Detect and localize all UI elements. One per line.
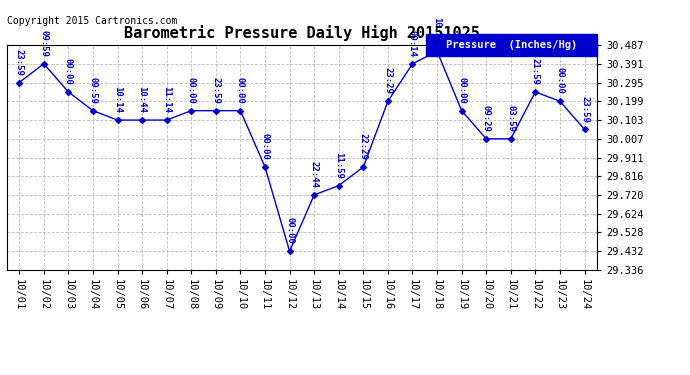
- Text: 10:14: 10:14: [113, 86, 122, 113]
- Text: 23:59: 23:59: [14, 49, 23, 76]
- Text: 22:44: 22:44: [310, 161, 319, 188]
- Text: 09:14: 09:14: [408, 30, 417, 57]
- Text: 00:00: 00:00: [64, 58, 73, 85]
- Text: 23:29: 23:29: [384, 68, 393, 94]
- Text: 11:14: 11:14: [162, 86, 171, 113]
- Text: Copyright 2015 Cartronics.com: Copyright 2015 Cartronics.com: [7, 16, 177, 26]
- Text: 11:59: 11:59: [334, 152, 343, 178]
- Text: 21:59: 21:59: [531, 58, 540, 85]
- Text: 22:29: 22:29: [359, 133, 368, 160]
- Text: 10:29: 10:29: [433, 17, 442, 44]
- Text: 00:00: 00:00: [187, 77, 196, 104]
- Text: 10:44: 10:44: [137, 86, 146, 113]
- Text: 00:00: 00:00: [285, 217, 294, 244]
- Text: 00:00: 00:00: [555, 68, 564, 94]
- Text: 09:29: 09:29: [482, 105, 491, 132]
- Text: 23:59: 23:59: [580, 96, 589, 123]
- FancyBboxPatch shape: [426, 34, 597, 56]
- Text: 00:00: 00:00: [261, 133, 270, 160]
- Title: Barometric Pressure Daily High 20151025: Barometric Pressure Daily High 20151025: [124, 25, 480, 41]
- Text: 00:00: 00:00: [457, 77, 466, 104]
- Text: 00:00: 00:00: [236, 77, 245, 104]
- Text: 03:59: 03:59: [506, 105, 515, 132]
- Text: 23:59: 23:59: [211, 77, 220, 104]
- Text: 09:59: 09:59: [88, 77, 97, 104]
- Text: Pressure  (Inches/Hg): Pressure (Inches/Hg): [446, 40, 577, 50]
- Text: 09:59: 09:59: [39, 30, 48, 57]
